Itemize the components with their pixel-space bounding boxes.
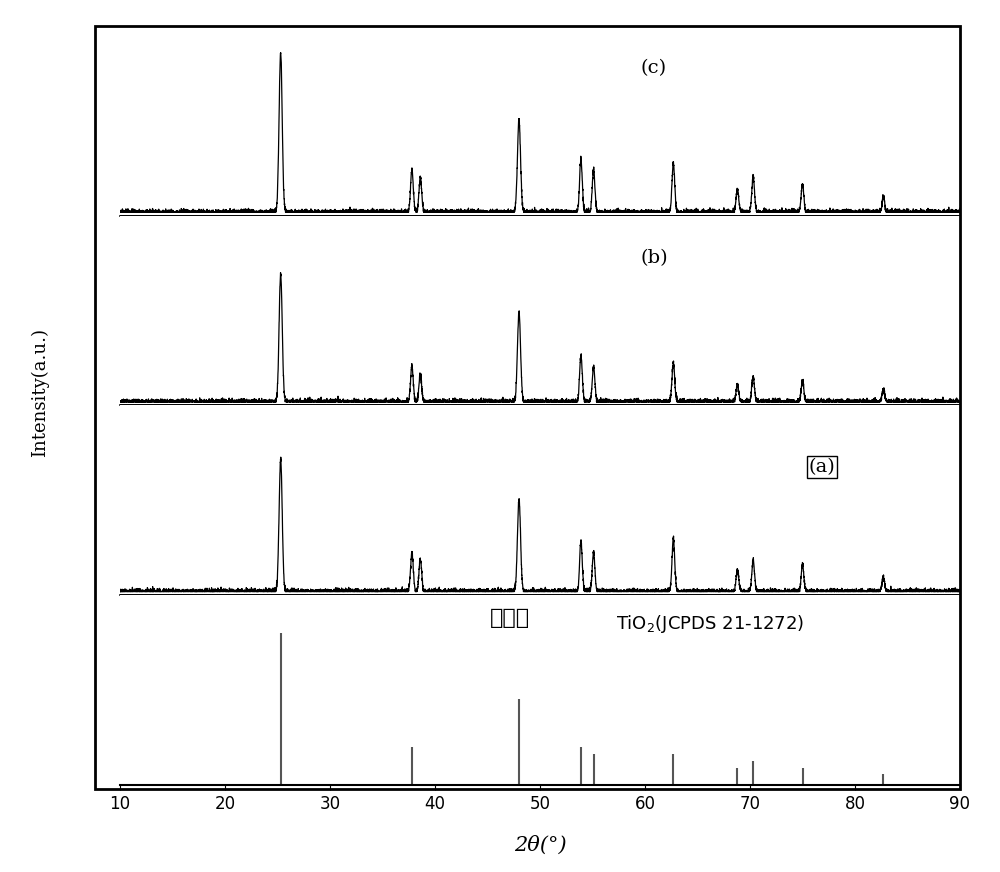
Text: 锐钓矿: 锐钓矿 — [490, 608, 530, 628]
Text: (c): (c) — [641, 59, 667, 78]
Text: Intensity(a.u.): Intensity(a.u.) — [31, 328, 49, 457]
Text: (b): (b) — [641, 249, 668, 267]
Text: 2θ(°): 2θ(°) — [514, 835, 566, 855]
Text: (a): (a) — [809, 458, 836, 476]
Text: TiO$_2$(JCPDS 21-1272): TiO$_2$(JCPDS 21-1272) — [616, 613, 804, 636]
